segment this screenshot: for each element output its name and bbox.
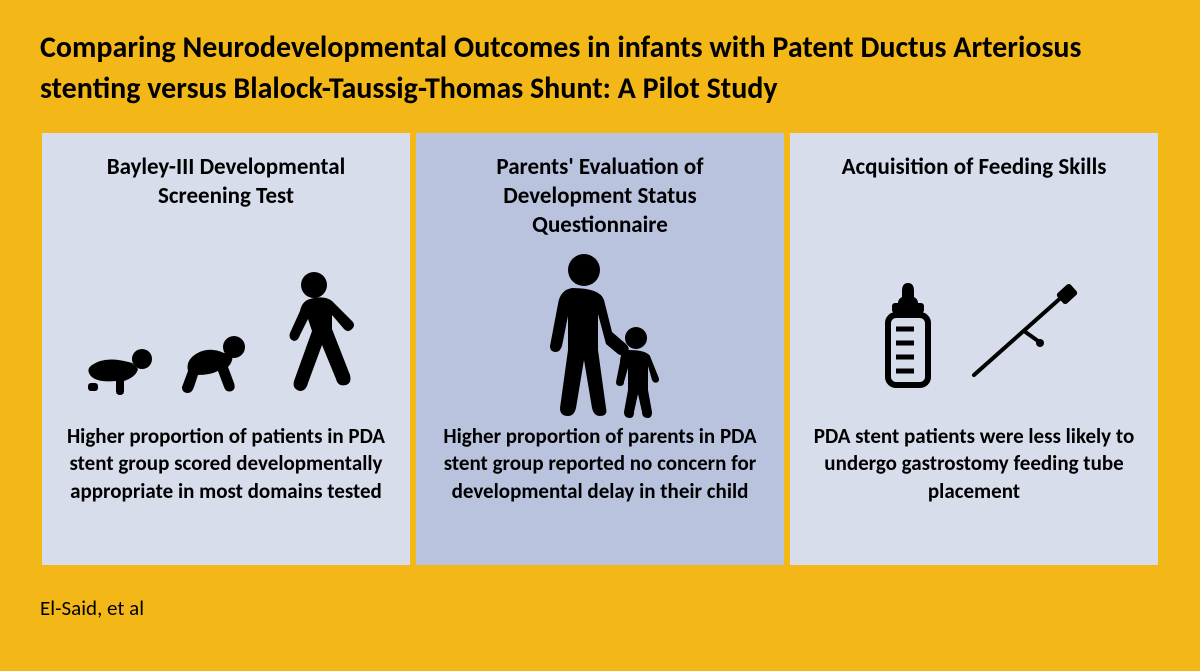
panel-description: Higher proportion of parents in PDA sten… [438, 423, 762, 543]
panel-heading: Bayley-III Developmental Screening Test [64, 153, 388, 247]
panel-heading: Acquisition of Feeding Skills [842, 153, 1107, 247]
panel-parents-eval: Parents' Evaluation of Development Statu… [416, 133, 784, 565]
credit-text: El-Said, et al [40, 595, 1160, 621]
panel-heading: Parents' Evaluation of Development Statu… [438, 153, 762, 247]
panel-description: PDA stent patients were less likely to u… [812, 423, 1136, 543]
panel-description: Higher proportion of patients in PDA ste… [64, 423, 388, 543]
header: Comparing Neurodevelopmental Outcomes in… [0, 0, 1200, 133]
parent-child-icon [438, 247, 762, 423]
panel-feeding: Acquisition of Feeding Skills [790, 133, 1158, 565]
bottle-tube-icon [812, 247, 1136, 423]
footer: El-Said, et al [0, 565, 1200, 621]
baby-development-stages-icon [64, 247, 388, 423]
page-title: Comparing Neurodevelopmental Outcomes in… [40, 28, 1160, 109]
panels-row: Bayley-III Developmental Screening Test [0, 133, 1200, 565]
panel-bayley: Bayley-III Developmental Screening Test [42, 133, 410, 565]
